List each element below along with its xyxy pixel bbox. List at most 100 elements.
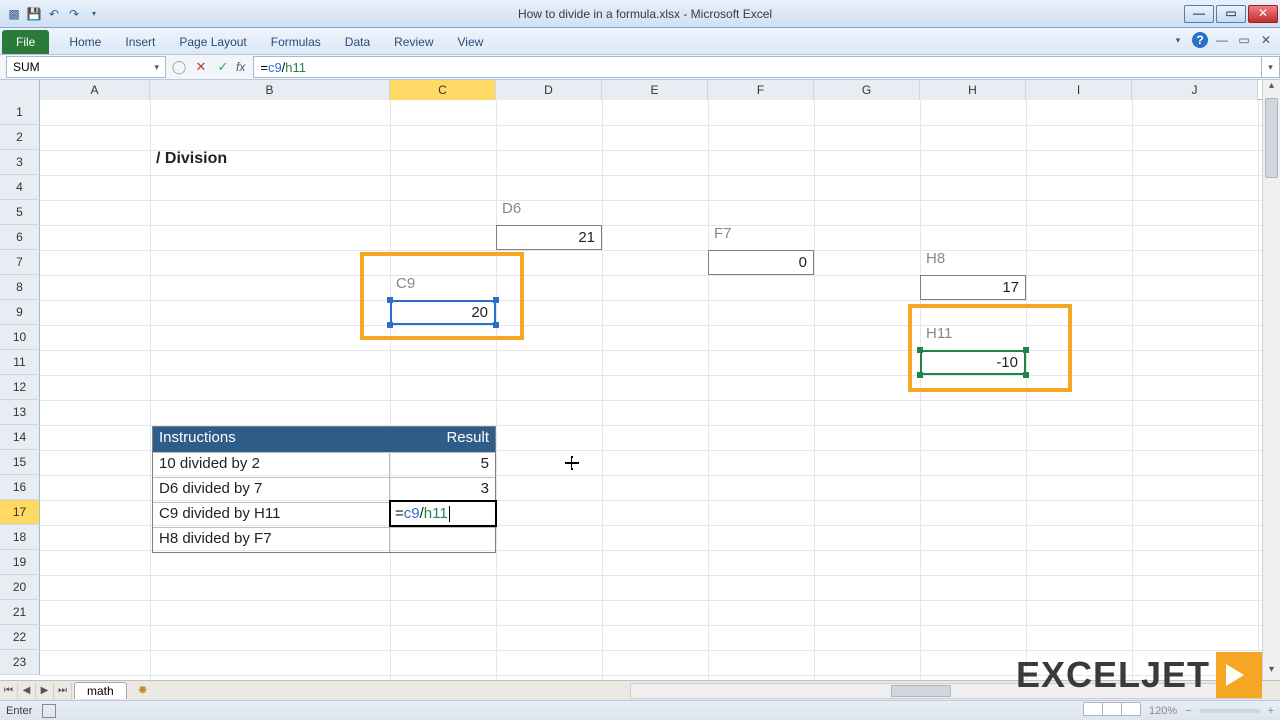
sheet-tab[interactable]: math (74, 682, 127, 699)
ribbon-tab-home[interactable]: Home (57, 30, 113, 54)
workbook-close-icon[interactable]: ✕ (1258, 32, 1274, 48)
column-headers: ABCDEFGHIJ (0, 80, 1280, 100)
zoom-level[interactable]: 120% (1149, 705, 1177, 717)
ribbon-minimize-icon[interactable]: ▾ (1170, 32, 1186, 48)
prev-sheet-button[interactable]: ◀ (18, 683, 36, 699)
row-header-2[interactable]: 2 (0, 125, 40, 150)
row-header-6[interactable]: 6 (0, 225, 40, 250)
cell-cursor-icon (565, 456, 579, 470)
row-header-3[interactable]: 3 (0, 150, 40, 175)
status-bar: Enter 120% − + (0, 700, 1280, 720)
formula-bar-expand-icon[interactable]: ▾ (1262, 56, 1280, 78)
qat-customize-icon[interactable]: ▾ (86, 6, 102, 22)
minimize-button[interactable]: — (1184, 5, 1214, 23)
formula-ref-box-h11: -10 (920, 350, 1026, 375)
next-sheet-button[interactable]: ▶ (36, 683, 54, 699)
formula-ref-box-c9: 20 (390, 300, 496, 325)
sheet-content[interactable]: / Division D6 21 F7 0 H8 17 C9 20 H11 -1… (40, 100, 1262, 680)
ribbon-tab-view[interactable]: View (446, 30, 496, 54)
horizontal-scrollbar[interactable] (630, 683, 1262, 699)
zoom-slider[interactable] (1200, 709, 1260, 713)
cell-label-h11: H11 (926, 325, 952, 342)
cancel-button[interactable]: ✕ (192, 58, 210, 76)
view-buttons[interactable] (1084, 702, 1141, 719)
row-header-8[interactable]: 8 (0, 275, 40, 300)
quick-access-toolbar: ▩ 💾 ↶ ↷ ▾ (0, 6, 108, 22)
row-header-15[interactable]: 15 (0, 450, 40, 475)
macro-record-icon[interactable] (42, 704, 56, 718)
row-header-16[interactable]: 16 (0, 475, 40, 500)
column-header-j[interactable]: J (1132, 80, 1258, 100)
row-header-18[interactable]: 18 (0, 525, 40, 550)
table-row: D6 divided by 7 3 (153, 477, 495, 502)
table-header-result: Result (390, 427, 495, 452)
row-header-14[interactable]: 14 (0, 425, 40, 450)
name-box-value: SUM (13, 60, 40, 74)
name-box[interactable]: SUM ▾ (6, 56, 166, 78)
table-header: Instructions Result (153, 427, 495, 452)
help-icon[interactable]: ? (1192, 32, 1208, 48)
row-header-21[interactable]: 21 (0, 600, 40, 625)
column-header-d[interactable]: D (496, 80, 602, 100)
range-picker-icon[interactable]: ◯ (170, 58, 188, 76)
select-all-corner[interactable] (0, 80, 40, 100)
zoom-in-icon[interactable]: + (1268, 705, 1274, 717)
column-header-i[interactable]: I (1026, 80, 1132, 100)
row-header-22[interactable]: 22 (0, 625, 40, 650)
cell-label-h8: H8 (926, 250, 945, 267)
vertical-scrollbar[interactable]: ▴ ▾ (1262, 80, 1280, 680)
column-header-a[interactable]: A (40, 80, 150, 100)
formula-input[interactable]: =c9/h11 (253, 56, 1262, 78)
ribbon-tab-formulas[interactable]: Formulas (259, 30, 333, 54)
workbook-restore-icon[interactable]: ▭ (1236, 32, 1252, 48)
undo-icon[interactable]: ↶ (46, 6, 62, 22)
vertical-scroll-thumb[interactable] (1265, 98, 1278, 178)
workbook-minimize-icon[interactable]: — (1214, 32, 1230, 48)
column-header-h[interactable]: H (920, 80, 1026, 100)
highlight-frame-h11 (908, 304, 1072, 392)
column-header-f[interactable]: F (708, 80, 814, 100)
row-header-17[interactable]: 17 (0, 500, 40, 525)
row-header-4[interactable]: 4 (0, 175, 40, 200)
row-header-20[interactable]: 20 (0, 575, 40, 600)
cell-label-d6: D6 (502, 200, 521, 217)
scroll-up-icon[interactable]: ▴ (1263, 80, 1280, 96)
formula-bar: SUM ▾ ◯ ✕ ✓ fx =c9/h11 ▾ (0, 55, 1280, 80)
row-header-9[interactable]: 9 (0, 300, 40, 325)
column-header-b[interactable]: B (150, 80, 390, 100)
ribbon-tab-page-layout[interactable]: Page Layout (167, 30, 258, 54)
row-header-7[interactable]: 7 (0, 250, 40, 275)
row-header-5[interactable]: 5 (0, 200, 40, 225)
save-icon[interactable]: 💾 (26, 6, 42, 22)
column-header-e[interactable]: E (602, 80, 708, 100)
name-box-dropdown-icon[interactable]: ▾ (154, 62, 159, 73)
table-row: 10 divided by 2 5 (153, 452, 495, 477)
scroll-down-icon[interactable]: ▾ (1263, 664, 1280, 680)
ribbon-tab-data[interactable]: Data (333, 30, 382, 54)
row-header-1[interactable]: 1 (0, 100, 40, 125)
row-header-10[interactable]: 10 (0, 325, 40, 350)
maximize-button[interactable]: ▭ (1216, 5, 1246, 23)
active-cell-editor[interactable]: =c9/h11 (389, 500, 497, 527)
redo-icon[interactable]: ↷ (66, 6, 82, 22)
close-button[interactable]: ✕ (1248, 5, 1278, 23)
ribbon-tab-review[interactable]: Review (382, 30, 445, 54)
last-sheet-button[interactable]: ⏭ (54, 683, 72, 699)
zoom-out-icon[interactable]: − (1185, 705, 1191, 717)
file-tab[interactable]: File (2, 30, 49, 54)
enter-button[interactable]: ✓ (214, 58, 232, 76)
column-header-c[interactable]: C (390, 80, 496, 100)
row-header-23[interactable]: 23 (0, 650, 40, 675)
row-header-11[interactable]: 11 (0, 350, 40, 375)
fx-icon[interactable]: fx (236, 60, 245, 74)
instructions-table: Instructions Result 10 divided by 2 5 D6… (152, 426, 496, 553)
first-sheet-button[interactable]: ⏮ (0, 683, 18, 699)
new-sheet-button[interactable]: ✸ (131, 683, 155, 699)
row-header-13[interactable]: 13 (0, 400, 40, 425)
ribbon-tab-insert[interactable]: Insert (113, 30, 167, 54)
column-header-g[interactable]: G (814, 80, 920, 100)
highlight-frame-c9 (360, 252, 524, 340)
horizontal-scroll-thumb[interactable] (891, 685, 951, 697)
row-header-19[interactable]: 19 (0, 550, 40, 575)
row-header-12[interactable]: 12 (0, 375, 40, 400)
